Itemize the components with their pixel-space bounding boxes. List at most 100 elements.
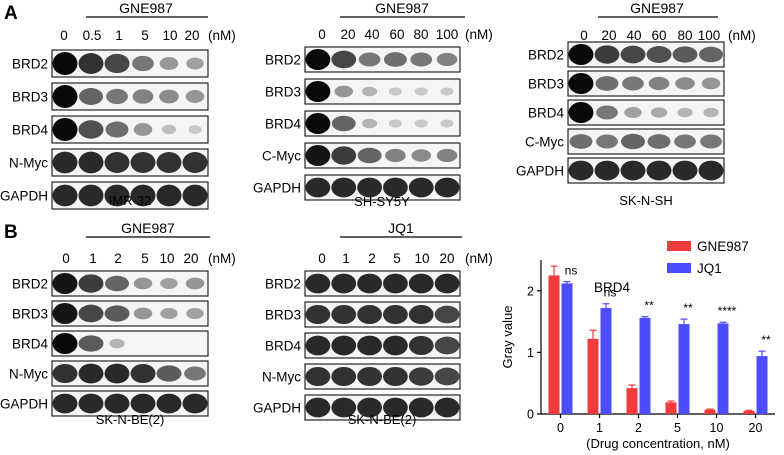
protein-label: BRD2 [12, 277, 48, 292]
brd4-bar-chart: 0 1 2 Gray value BRD4 0 ns 1 ns 2 ** 5 ** 10 **** 20 ** (… [500, 239, 775, 451]
blot-band [672, 46, 698, 63]
blot-frame [304, 270, 461, 297]
blot-band [52, 52, 78, 75]
blot-band [357, 147, 382, 164]
blot-band [78, 151, 104, 174]
chart-title: BRD4 [594, 280, 631, 295]
bar-gne987 [626, 388, 638, 414]
blot-strip [304, 46, 461, 73]
blot-band [186, 307, 204, 320]
blot-band [133, 123, 153, 136]
blot-strip [51, 115, 209, 144]
blot-frame [51, 390, 209, 417]
blot-band [156, 393, 182, 414]
blot-band [52, 85, 78, 108]
blot-panel-a1: GNE987 0 0.5 1 5 10 20 (nM) BRD2 BRD3 BRD4 N-Myc GAP… [0, 0, 236, 210]
blot-panel-a2: GNE987 0 20 40 60 80 100 (nM) BRD2 BRD3 BRD4 C-Myc G… [253, 0, 493, 209]
blot-band [434, 273, 460, 294]
blot-strip [304, 110, 461, 137]
blot-band [159, 89, 179, 104]
blot-frame [51, 115, 209, 144]
blot-band [52, 184, 78, 207]
significance-label: ns [565, 264, 578, 278]
blot-band [594, 45, 620, 64]
blot-band [434, 336, 460, 355]
blot-band [104, 184, 130, 207]
blot-frame [304, 301, 461, 328]
blot-band [408, 304, 434, 325]
protein-label: BRD3 [265, 85, 301, 100]
blot-band [383, 273, 408, 294]
blot-band [385, 148, 406, 163]
blot-band [331, 273, 357, 294]
bar-gne987 [587, 338, 599, 414]
blot-band [184, 366, 206, 381]
concentration-label: 1 [89, 251, 97, 266]
bar-gne987 [665, 402, 677, 414]
blot-band [105, 121, 129, 138]
blot-strip [51, 330, 209, 357]
protein-label: BRD4 [12, 337, 49, 352]
blot-frame [567, 70, 725, 97]
concentration-label: 0 [318, 27, 326, 42]
blot-frame [304, 46, 461, 73]
blot-band [182, 184, 208, 207]
blot-panel-b2: JQ1 0 1 2 5 10 20 (nM) BRD2 BRD3 BRD4 N-Myc GAPDH SK-… [253, 220, 493, 427]
blot-band [156, 152, 182, 173]
blot-band [383, 335, 408, 356]
blot-band [414, 119, 428, 128]
blot-frame [51, 360, 209, 387]
blot-band [357, 397, 382, 418]
concentration-label: 20 [340, 27, 355, 42]
concentration-label: 10 [414, 251, 429, 266]
blot-band [305, 177, 331, 198]
blot-strip [51, 181, 209, 210]
concentration-label: 40 [626, 28, 641, 43]
concentration-label: 100 [698, 28, 721, 43]
x-tick-label: 2 [635, 421, 642, 435]
protein-label: BRD2 [12, 57, 48, 72]
blot-band [130, 363, 156, 384]
blot-band [159, 57, 179, 70]
blot-band [78, 53, 104, 74]
protein-label: BRD2 [265, 277, 301, 292]
blot-band [388, 119, 402, 128]
blot-band [408, 397, 434, 418]
blot-band [52, 151, 78, 174]
concentration-label: 80 [413, 27, 428, 42]
blot-band [594, 160, 620, 181]
blot-band [331, 115, 356, 132]
blot-band [130, 152, 156, 173]
concentration-label: 5 [141, 251, 149, 266]
drug-label: GNE987 [375, 0, 429, 16]
protein-label: BRD2 [265, 53, 301, 68]
blot-strip [567, 41, 725, 68]
blot-frame [304, 394, 461, 421]
bar-gne987 [548, 275, 560, 414]
blot-band [104, 275, 130, 292]
cell-line-label: SK-N-BE(2) [348, 412, 417, 427]
blot-frame [304, 110, 461, 137]
x-tick-label: 0 [557, 421, 564, 435]
blot-band [357, 273, 382, 294]
concentration-label: 20 [439, 251, 454, 266]
blot-band [331, 335, 357, 356]
concentration-label: 0 [62, 251, 70, 266]
concentration-label: 0.5 [83, 28, 102, 43]
blot-band [331, 50, 357, 69]
blot-band [334, 85, 354, 98]
blot-frame [567, 41, 725, 68]
blot-strip [567, 157, 725, 184]
blot-band [414, 87, 428, 96]
blot-strip [567, 70, 725, 97]
blot-band [331, 366, 357, 387]
blot-band [357, 366, 382, 387]
protein-label: BRD4 [265, 117, 302, 132]
blot-band [78, 184, 104, 207]
bar-jq1 [600, 308, 612, 414]
blot-strip [304, 270, 461, 297]
blot-band [160, 307, 178, 320]
blot-band [620, 160, 646, 181]
